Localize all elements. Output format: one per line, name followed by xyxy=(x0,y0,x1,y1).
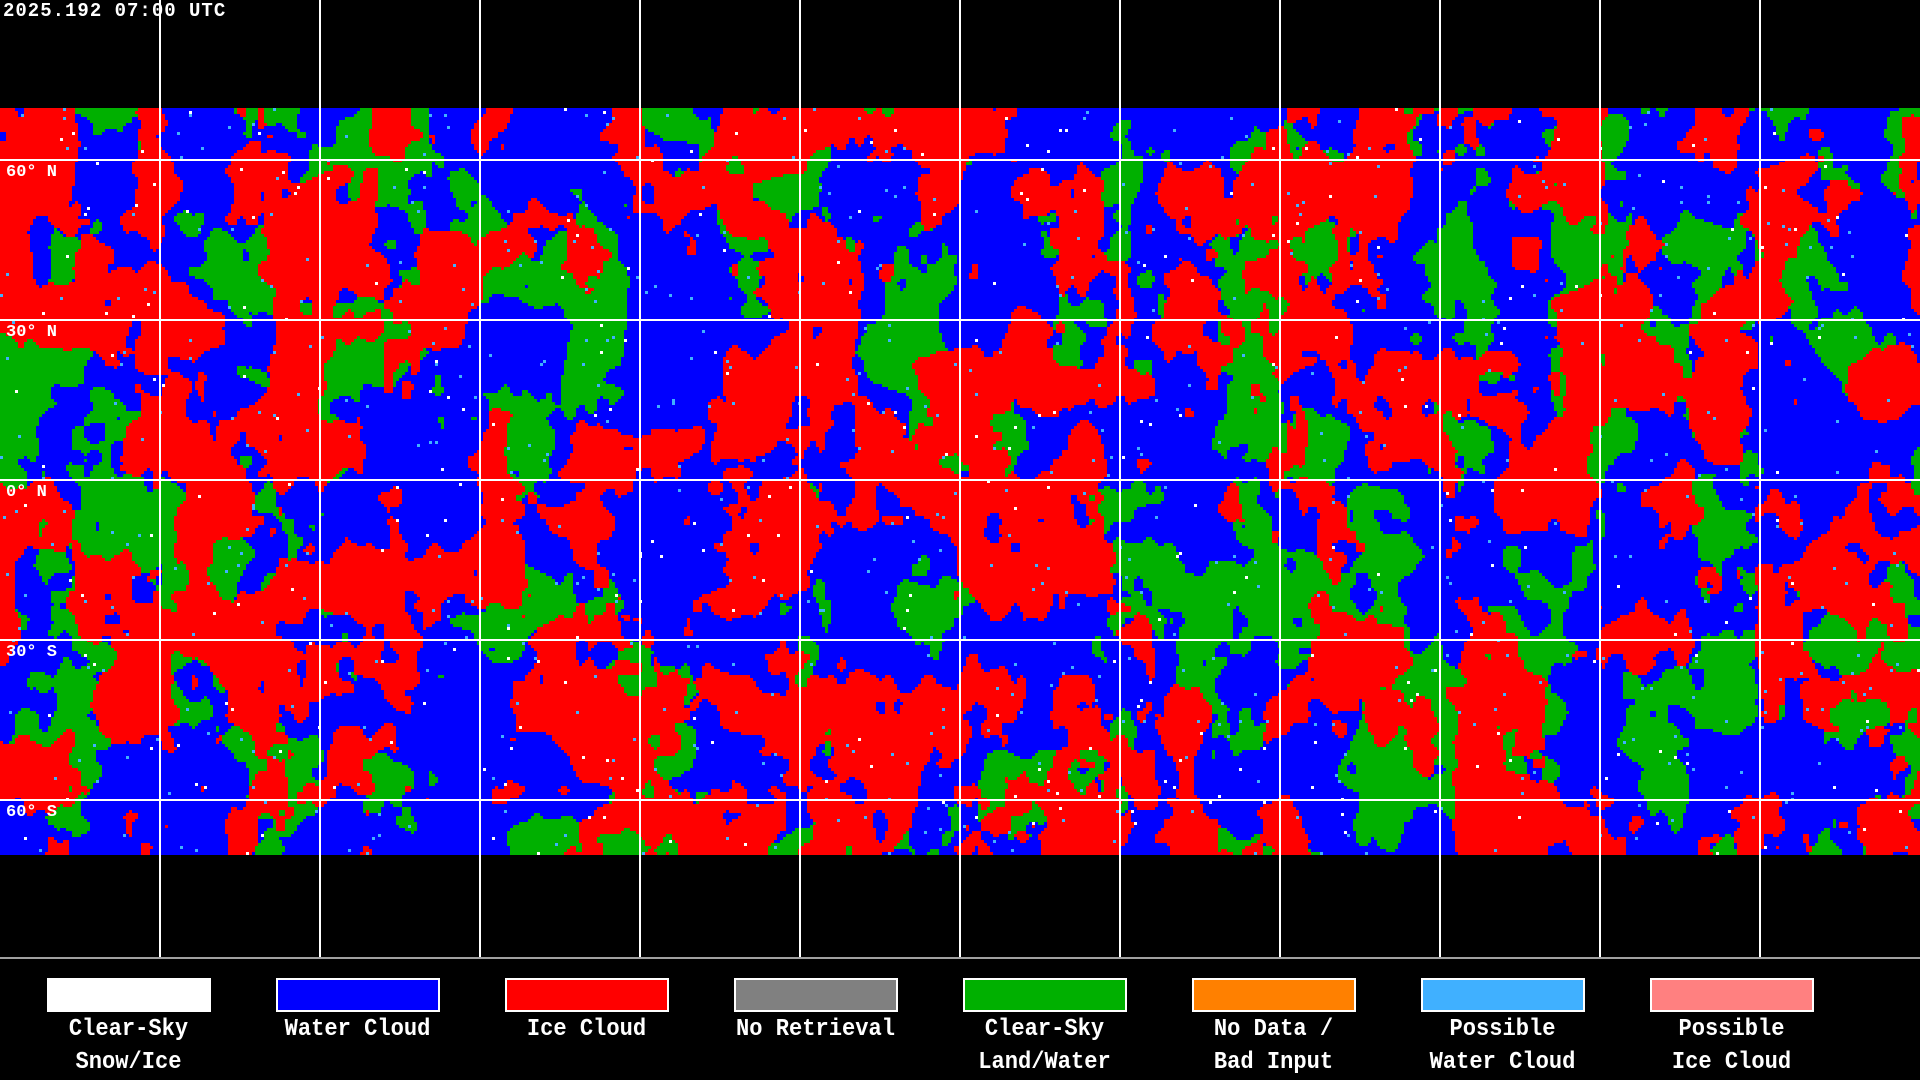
legend-swatch xyxy=(733,978,898,1012)
legend-swatch xyxy=(1191,978,1356,1012)
legend-label: Possible xyxy=(1678,1016,1785,1043)
legend-swatch xyxy=(1420,978,1585,1012)
legend-label: Water Cloud xyxy=(1429,1049,1576,1076)
latitude-gridline xyxy=(0,479,1920,481)
legend-swatch xyxy=(46,978,211,1012)
latitude-gridline xyxy=(0,639,1920,641)
lat-label-60n: 60° N xyxy=(6,163,58,182)
legend-item-possible-ice-cloud: Possible Ice Cloud xyxy=(1617,978,1846,1078)
longitude-gridline xyxy=(1279,0,1281,957)
legend-label: Clear-Sky xyxy=(984,1016,1105,1043)
legend-label: No Retrieval xyxy=(735,1016,895,1043)
longitude-gridline xyxy=(479,0,481,957)
legend-swatch xyxy=(1649,978,1814,1012)
legend-label: No Data / xyxy=(1213,1016,1334,1043)
longitude-gridline xyxy=(159,0,161,957)
legend-label: Ice Cloud xyxy=(526,1016,647,1043)
legend-item-no-data-bad-input: No Data / Bad Input xyxy=(1159,978,1388,1078)
longitude-gridline xyxy=(639,0,641,957)
legend-item-clear-sky-land-water: Clear-Sky Land/Water xyxy=(930,978,1159,1078)
legend-item-ice-cloud: Ice Cloud xyxy=(472,978,701,1045)
legend-label: Snow/Ice xyxy=(75,1049,182,1076)
legend-swatch xyxy=(275,978,440,1012)
lat-label-30s: 30° S xyxy=(6,643,58,662)
longitude-gridline xyxy=(1599,0,1601,957)
legend-item-water-cloud: Water Cloud xyxy=(243,978,472,1045)
lat-label-60s: 60° S xyxy=(6,803,58,822)
legend-label: Possible xyxy=(1449,1016,1556,1043)
legend-label: Water Cloud xyxy=(284,1016,431,1043)
longitude-gridline xyxy=(799,0,801,957)
timestamp: 2025.192 07:00 UTC xyxy=(3,0,227,22)
latitude-gridline xyxy=(0,319,1920,321)
cloud-phase-map: 2025.192 07:00 UTC 60° N 30° N 0° N 30° … xyxy=(0,0,1920,959)
longitude-gridline xyxy=(1119,0,1121,957)
legend-item-possible-water-cloud: Possible Water Cloud xyxy=(1388,978,1617,1078)
legend-label: Ice Cloud xyxy=(1671,1049,1792,1076)
lat-label-30n: 30° N xyxy=(6,323,58,342)
legend-item-clear-sky-snow-ice: Clear-Sky Snow/Ice xyxy=(14,978,243,1078)
legend-label: Land/Water xyxy=(978,1049,1111,1076)
legend-item-no-retrieval: No Retrieval xyxy=(701,978,930,1045)
legend-label: Clear-Sky xyxy=(68,1016,189,1043)
longitude-gridline xyxy=(319,0,321,957)
latitude-gridline xyxy=(0,799,1920,801)
longitude-gridline xyxy=(1439,0,1441,957)
longitude-gridline xyxy=(959,0,961,957)
longitude-gridline xyxy=(1759,0,1761,957)
legend-swatch xyxy=(962,978,1127,1012)
lat-label-0n: 0° N xyxy=(6,483,47,502)
latitude-gridline xyxy=(0,159,1920,161)
legend-label: Bad Input xyxy=(1213,1049,1334,1076)
legend-swatch xyxy=(504,978,669,1012)
